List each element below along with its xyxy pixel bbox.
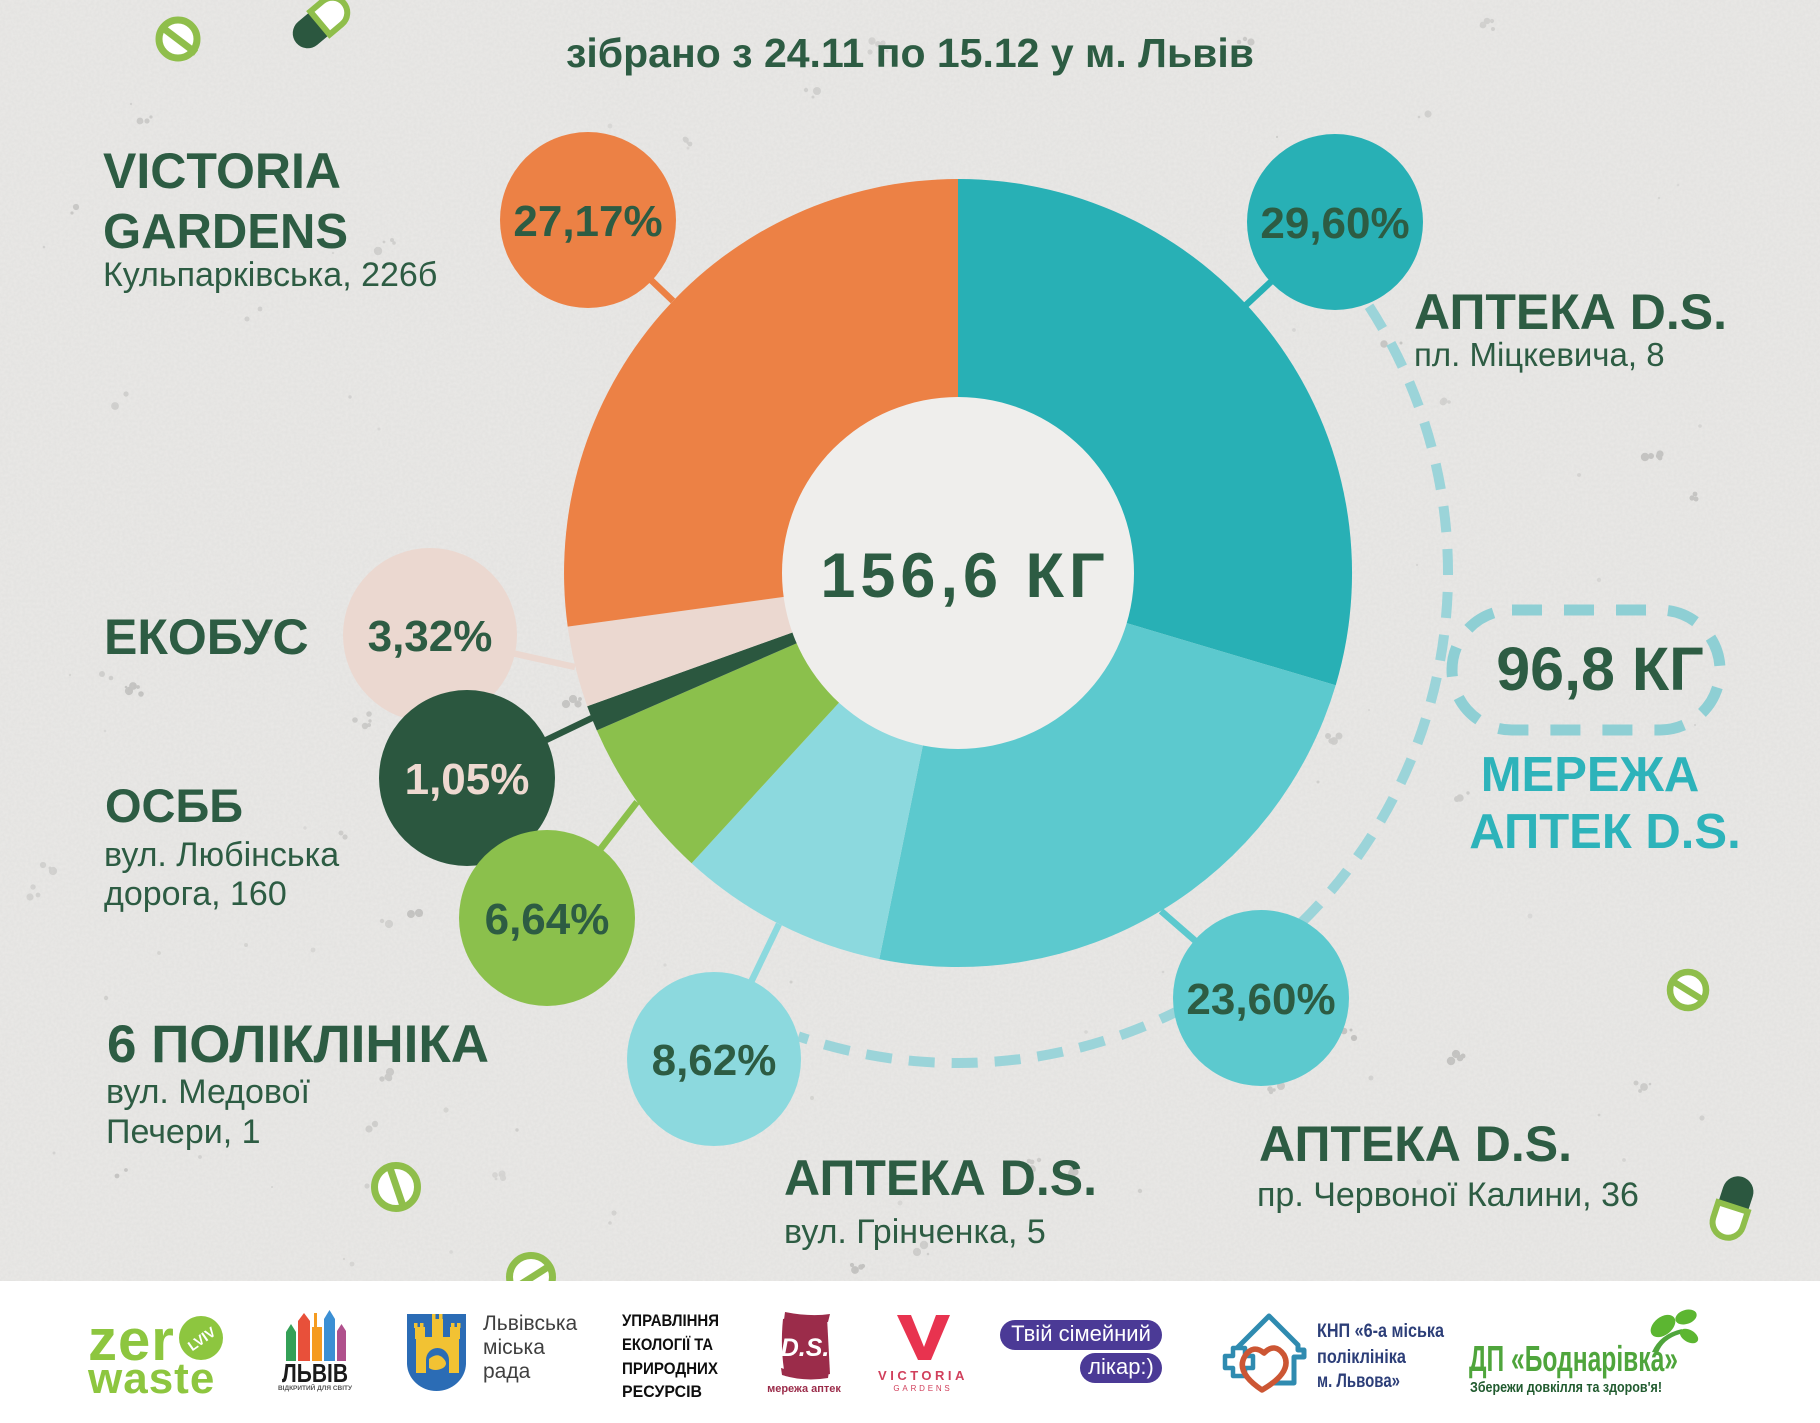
svg-text:waste: waste (87, 1354, 215, 1403)
svg-text:Печери, 1: Печери, 1 (106, 1113, 261, 1151)
svg-text:мережа аптек: мережа аптек (767, 1383, 841, 1395)
svg-text:поліклініка: поліклініка (1317, 1347, 1406, 1368)
svg-text:вул. Любінська: вул. Любінська (104, 836, 339, 874)
svg-text:пл. Міцкевича, 8: пл. Міцкевича, 8 (1414, 336, 1665, 373)
svg-text:8,62%: 8,62% (652, 1036, 777, 1085)
svg-text:ЛЬВІВ: ЛЬВІВ (282, 1358, 348, 1388)
svg-text:96,8 КГ: 96,8 КГ (1496, 635, 1703, 703)
svg-text:1,05%: 1,05% (405, 755, 530, 804)
svg-text:23,60%: 23,60% (1186, 975, 1335, 1024)
svg-text:Львівська: Львівська (483, 1312, 578, 1335)
svg-text:ЕКОЛОГІЇ ТА: ЕКОЛОГІЇ ТА (622, 1335, 713, 1354)
svg-text:рада: рада (483, 1360, 531, 1383)
svg-text:АПТЕКА D.S.: АПТЕКА D.S. (1259, 1116, 1572, 1172)
svg-text:УПРАВЛІННЯ: УПРАВЛІННЯ (622, 1311, 719, 1330)
svg-text:ДП «Боднарівка»: ДП «Боднарівка» (1469, 1338, 1678, 1379)
svg-text:6,64%: 6,64% (485, 895, 610, 944)
svg-text:156,6 КГ: 156,6 КГ (820, 541, 1109, 611)
svg-text:АПТЕК D.S.: АПТЕК D.S. (1469, 805, 1740, 859)
svg-text:міська: міська (483, 1336, 545, 1359)
svg-text:пр. Червоної Калини, 36: пр. Червоної Калини, 36 (1257, 1176, 1639, 1214)
svg-text:вул. Медової: вул. Медової (106, 1073, 311, 1111)
svg-text:VICTORIA: VICTORIA (878, 1368, 968, 1383)
svg-text:лікар:): лікар:) (1088, 1354, 1154, 1379)
svg-text:РЕСУРСІВ: РЕСУРСІВ (622, 1382, 702, 1401)
svg-text:ЕКОБУС: ЕКОБУС (104, 609, 309, 665)
svg-text:ОСББ: ОСББ (105, 779, 243, 832)
svg-text:АПТЕКА D.S.: АПТЕКА D.S. (784, 1150, 1097, 1206)
svg-text:м. Львова»: м. Львова» (1317, 1371, 1400, 1392)
svg-text:дорога, 160: дорога, 160 (104, 875, 287, 913)
svg-text:Збережи довкілля та здоров'я!: Збережи довкілля та здоров'я! (1470, 1379, 1662, 1396)
svg-text:3,32%: 3,32% (368, 612, 493, 661)
svg-text:GARDENS: GARDENS (103, 205, 348, 259)
svg-text:ВІДКРИТИЙ ДЛЯ СВІТУ: ВІДКРИТИЙ ДЛЯ СВІТУ (278, 1383, 353, 1392)
svg-text:29,60%: 29,60% (1260, 199, 1409, 248)
svg-text:VICTORIA: VICTORIA (103, 143, 341, 199)
svg-text:КНП «6-а міська: КНП «6-а міська (1317, 1321, 1444, 1342)
svg-text:D.S.: D.S. (781, 1334, 830, 1362)
svg-text:6 ПОЛІКЛІНІКА: 6 ПОЛІКЛІНІКА (107, 1015, 489, 1074)
svg-text:Твій сімейний: Твій сімейний (1011, 1321, 1151, 1346)
svg-text:GARDENS: GARDENS (893, 1384, 952, 1393)
svg-text:27,17%: 27,17% (513, 197, 662, 246)
svg-text:МЕРЕЖА: МЕРЕЖА (1481, 748, 1700, 802)
svg-text:зібрано з 24.11 по 15.12 у м.: зібрано з 24.11 по 15.12 у м. Львів (566, 30, 1254, 76)
svg-text:вул. Грінченка, 5: вул. Грінченка, 5 (784, 1213, 1046, 1251)
svg-text:zer: zer (88, 1308, 175, 1373)
svg-text:АПТЕКА D.S.: АПТЕКА D.S. (1414, 284, 1727, 340)
svg-text:Кульпарківська, 226б: Кульпарківська, 226б (103, 256, 437, 294)
svg-text:ПРИРОДНИХ: ПРИРОДНИХ (622, 1359, 719, 1378)
